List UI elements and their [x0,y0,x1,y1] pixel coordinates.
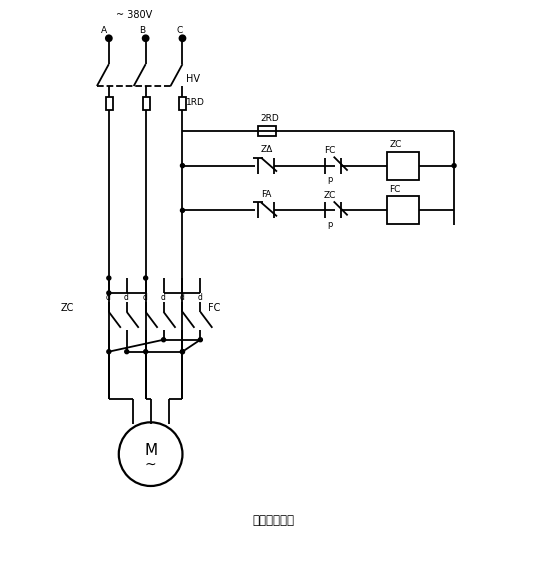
Text: B: B [139,26,145,35]
Circle shape [143,35,149,41]
Circle shape [106,35,112,41]
Text: ZC: ZC [61,303,74,313]
Circle shape [181,208,184,212]
Text: FA: FA [261,190,271,199]
Circle shape [107,350,111,354]
Circle shape [161,338,166,342]
Circle shape [199,338,202,342]
Text: d: d [143,293,148,302]
Text: 可逆点动控制: 可逆点动控制 [252,514,294,528]
Bar [258,126,276,136]
Bar [179,97,187,110]
Circle shape [181,350,184,354]
Circle shape [181,164,184,168]
Circle shape [125,350,129,354]
Text: d: d [197,293,202,302]
Text: d: d [106,293,110,302]
Text: A: A [101,26,107,35]
Text: p: p [328,175,333,184]
Bar [106,97,113,110]
Text: 2RD: 2RD [260,114,279,123]
Bar [387,196,419,224]
Circle shape [144,350,148,354]
Text: ZΔ: ZΔ [261,145,274,154]
Text: d: d [161,293,165,302]
Bar [143,97,150,110]
Text: C: C [177,26,183,35]
Circle shape [181,350,184,354]
Bar [387,152,419,180]
Text: ~: ~ [145,458,156,472]
Circle shape [107,291,111,295]
Text: HV: HV [187,74,200,84]
Text: 1RD: 1RD [187,98,205,107]
Text: FC: FC [208,303,220,313]
Text: M: M [144,443,157,457]
Circle shape [144,276,148,280]
Circle shape [107,276,111,280]
Text: ZC: ZC [324,191,336,200]
Text: FC: FC [389,185,401,194]
Text: FC: FC [324,146,335,155]
Circle shape [452,164,456,168]
Text: p: p [328,220,333,229]
Text: ~ 380V: ~ 380V [116,10,152,21]
Text: ZC: ZC [389,140,402,149]
Circle shape [179,35,185,41]
Text: d: d [124,293,129,302]
Text: d: d [179,293,184,302]
